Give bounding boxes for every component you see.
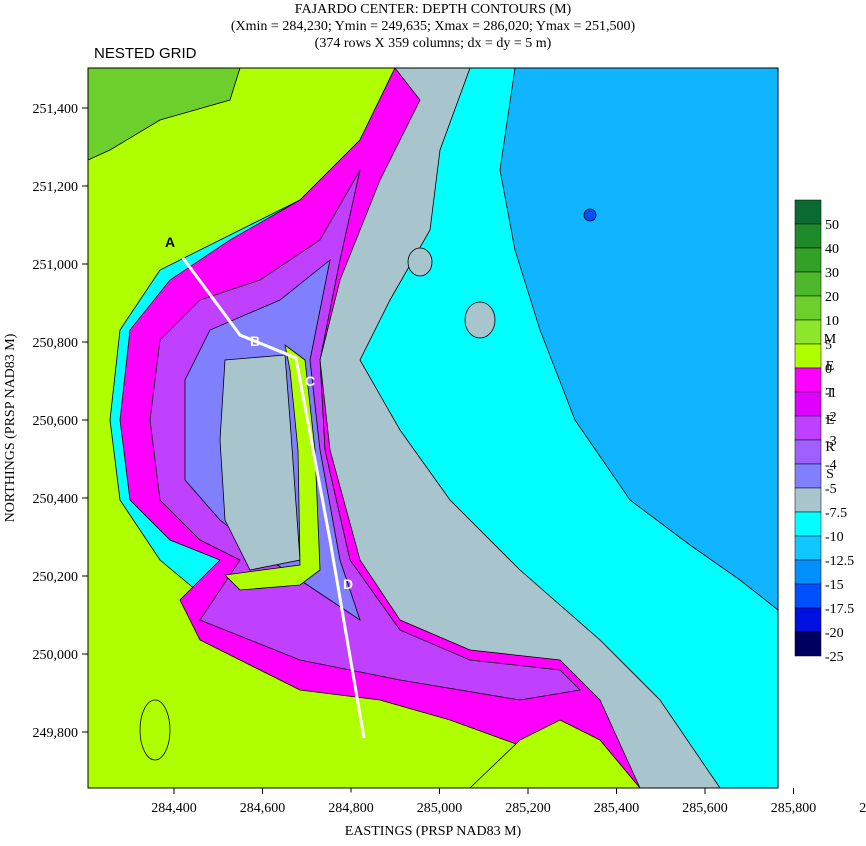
title-line: (374 rows X 359 columns; dx = dy = 5 m) <box>315 36 552 51</box>
legend-swatch <box>794 559 822 585</box>
legend-label: 50 <box>825 218 839 233</box>
x-tick-label: 284,400 <box>151 801 197 816</box>
legend-unit-letter: R <box>825 440 835 455</box>
y-tick-label: 250,400 <box>33 492 79 507</box>
legend-unit-letter: E <box>826 359 835 374</box>
y-tick-label: 251,400 <box>33 102 79 117</box>
legend-unit-letter: T <box>826 386 835 401</box>
legend-swatch <box>794 511 822 537</box>
legend-label: 0 <box>825 362 832 377</box>
legend-swatch <box>794 199 822 225</box>
legend-label: -3 <box>825 434 837 449</box>
legend-swatch <box>794 319 822 345</box>
legend-swatch <box>794 583 822 609</box>
legend-swatch <box>794 535 822 561</box>
legend-label: -20 <box>825 626 844 641</box>
legend-label: -5 <box>825 482 837 497</box>
x-tick-label: 284,600 <box>240 801 286 816</box>
legend-label: -4 <box>825 458 837 473</box>
x-tick-label: 284,800 <box>328 801 374 816</box>
legend-label: -10 <box>825 530 844 545</box>
plot-frame <box>87 67 779 789</box>
legend-label: 20 <box>825 290 839 305</box>
legend-unit-letter: S <box>826 467 834 482</box>
legend-unit-letter: E <box>826 413 835 428</box>
legend-label: -12.5 <box>825 554 854 569</box>
y-tick-label: 249,800 <box>33 726 79 741</box>
legend-swatch <box>794 247 822 273</box>
x-tick-label: 285,000 <box>417 801 463 816</box>
legend-swatch <box>794 295 822 321</box>
legend-label: 40 <box>825 242 839 257</box>
legend-unit-letter: M <box>824 332 837 347</box>
profile-point-label: C <box>305 373 315 389</box>
legend-label: -1 <box>825 386 837 401</box>
legend-label: -25 <box>825 650 844 665</box>
profile-point-label: B <box>250 333 260 349</box>
profile-point-label: A <box>165 234 175 250</box>
title-line: (Xmin = 284,230; Ymin = 249,635; Xmax = … <box>231 19 636 34</box>
title-line: FAJARDO CENTER: DEPTH CONTOURS (M) <box>295 2 572 17</box>
legend-swatch <box>794 223 822 249</box>
grid-label: NESTED GRID <box>94 45 197 62</box>
legend-swatch <box>794 607 822 633</box>
legend-swatch <box>794 463 822 489</box>
y-tick-label: 250,000 <box>33 648 79 663</box>
x-axis-label: EASTINGS (PRSP NAD83 M) <box>345 824 522 839</box>
legend-swatch <box>794 439 822 465</box>
legend-label: 30 <box>825 266 839 281</box>
x-tick-label: 285,400 <box>594 801 640 816</box>
profile-line <box>181 257 366 739</box>
y-tick-label: 250,800 <box>33 336 79 351</box>
depth-map <box>87 67 779 789</box>
y-tick-label: 250,200 <box>33 570 79 585</box>
legend-label: 5 <box>825 338 832 353</box>
y-tick-label: 251,000 <box>33 258 79 273</box>
profile-point-label: E <box>347 789 356 805</box>
legend-swatch <box>794 271 822 297</box>
profile-point-label: D <box>343 576 353 592</box>
x-tick-label: 285,200 <box>505 801 551 816</box>
legend-label: -17.5 <box>825 602 854 617</box>
y-tick-label: 251,200 <box>33 180 79 195</box>
legend-label: -7.5 <box>825 506 847 521</box>
legend-swatch <box>794 367 822 393</box>
legend-label: -15 <box>825 578 844 593</box>
x-tick-label: 285,600 <box>682 801 728 816</box>
legend-swatch <box>794 415 822 441</box>
legend-label: 10 <box>825 314 839 329</box>
y-tick-label: 250,600 <box>33 414 79 429</box>
legend-swatch <box>794 487 822 513</box>
legend-swatch <box>794 391 822 417</box>
y-axis-label: NORTHINGS (PRSP NAD83 M) <box>3 333 18 522</box>
legend-swatch <box>794 631 822 657</box>
legend-swatch <box>794 343 822 369</box>
x-tick-label: 286,000 <box>859 801 866 816</box>
legend-label: -2 <box>825 410 837 425</box>
x-tick-label: 285,800 <box>771 801 817 816</box>
